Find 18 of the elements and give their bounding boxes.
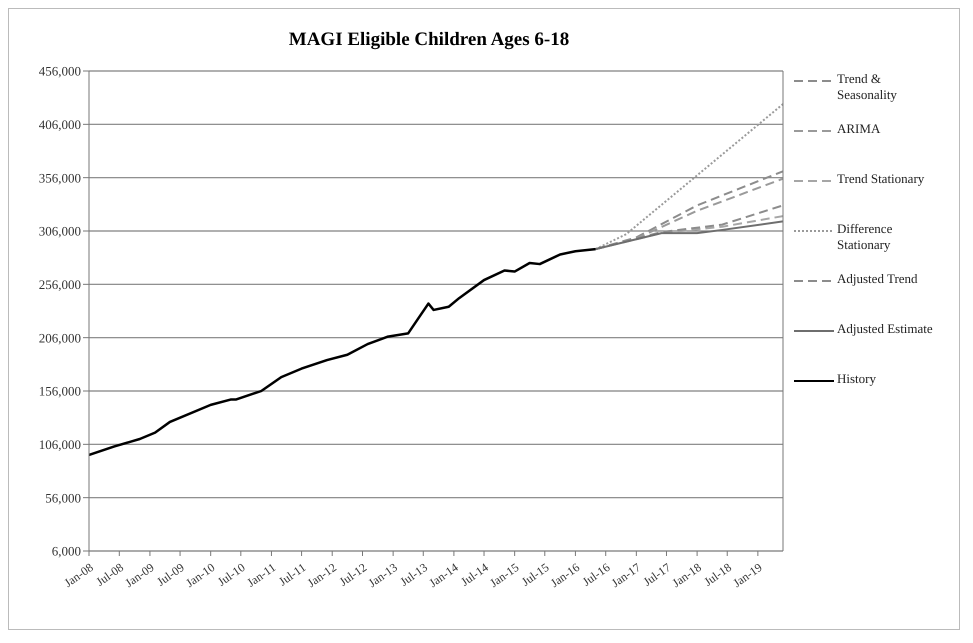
legend-label: Adjusted Estimate (837, 321, 934, 337)
y-tick-label: 206,000 (38, 330, 81, 346)
y-tick-label: 406,000 (38, 116, 81, 132)
legend-label: Trend Stationary (837, 171, 926, 187)
y-tick-label: 306,000 (38, 224, 81, 239)
y-tick-label: 6,000 (52, 544, 81, 559)
legend-label: Adjusted Trend (837, 271, 919, 287)
legend-label: Difference Stationary (837, 221, 894, 253)
legend-label: ARIMA (837, 121, 882, 137)
y-tick-label: 106,000 (38, 436, 81, 452)
legend-label: Trend & Seasonality (837, 71, 898, 103)
y-tick-label: 456,000 (38, 64, 81, 79)
legend-label: History (837, 371, 877, 387)
y-tick-label: 56,000 (45, 490, 81, 506)
y-tick-label: 256,000 (38, 276, 81, 292)
y-tick-label: 356,000 (38, 170, 81, 186)
chart-title: MAGI Eligible Children Ages 6-18 (288, 29, 570, 51)
y-tick-label: 156,000 (38, 384, 81, 399)
